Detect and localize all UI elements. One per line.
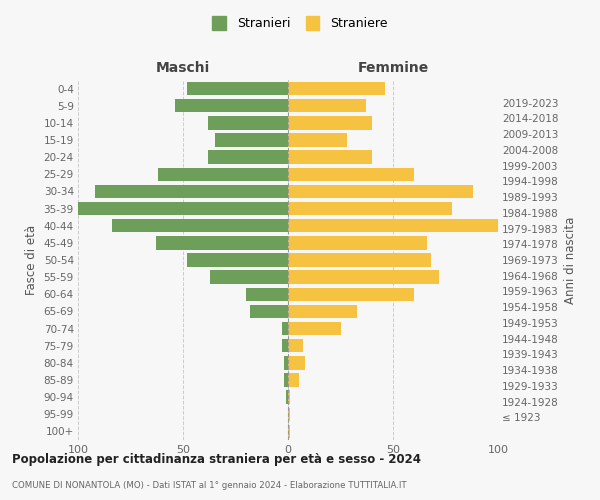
Bar xyxy=(78,202,288,215)
Text: Popolazione per cittadinanza straniera per età e sesso - 2024: Popolazione per cittadinanza straniera p… xyxy=(12,452,421,466)
Bar xyxy=(284,356,288,370)
Bar xyxy=(288,150,372,164)
Bar xyxy=(288,270,439,284)
Bar xyxy=(288,116,372,130)
Bar xyxy=(288,424,290,438)
Bar xyxy=(288,304,358,318)
Bar xyxy=(282,322,288,336)
Bar xyxy=(288,99,366,112)
Bar xyxy=(288,390,290,404)
Bar xyxy=(250,304,288,318)
Bar xyxy=(288,236,427,250)
Bar xyxy=(288,288,414,301)
Bar xyxy=(246,288,288,301)
Bar xyxy=(288,374,299,386)
Bar xyxy=(155,236,288,250)
Bar xyxy=(288,202,452,215)
Bar xyxy=(288,322,341,336)
Bar xyxy=(187,82,288,96)
Bar xyxy=(175,99,288,112)
Bar xyxy=(288,408,290,421)
Bar xyxy=(210,270,288,284)
Bar xyxy=(112,219,288,232)
Text: Maschi: Maschi xyxy=(156,61,210,75)
Bar xyxy=(282,339,288,352)
Bar xyxy=(208,116,288,130)
Text: Femmine: Femmine xyxy=(358,61,428,75)
Bar xyxy=(288,219,498,232)
Bar xyxy=(288,168,414,181)
Bar xyxy=(95,184,288,198)
Bar xyxy=(288,134,347,146)
Legend: Stranieri, Straniere: Stranieri, Straniere xyxy=(207,11,393,35)
Y-axis label: Fasce di età: Fasce di età xyxy=(25,225,38,295)
Bar xyxy=(284,374,288,386)
Bar xyxy=(158,168,288,181)
Bar xyxy=(288,82,385,96)
Bar xyxy=(288,356,305,370)
Text: COMUNE DI NONANTOLA (MO) - Dati ISTAT al 1° gennaio 2024 - Elaborazione TUTTITAL: COMUNE DI NONANTOLA (MO) - Dati ISTAT al… xyxy=(12,480,407,490)
Y-axis label: Anni di nascita: Anni di nascita xyxy=(565,216,577,304)
Bar xyxy=(288,254,431,266)
Bar xyxy=(288,184,473,198)
Bar xyxy=(288,339,303,352)
Bar xyxy=(208,150,288,164)
Bar xyxy=(215,134,288,146)
Bar xyxy=(187,254,288,266)
Bar xyxy=(286,390,288,404)
